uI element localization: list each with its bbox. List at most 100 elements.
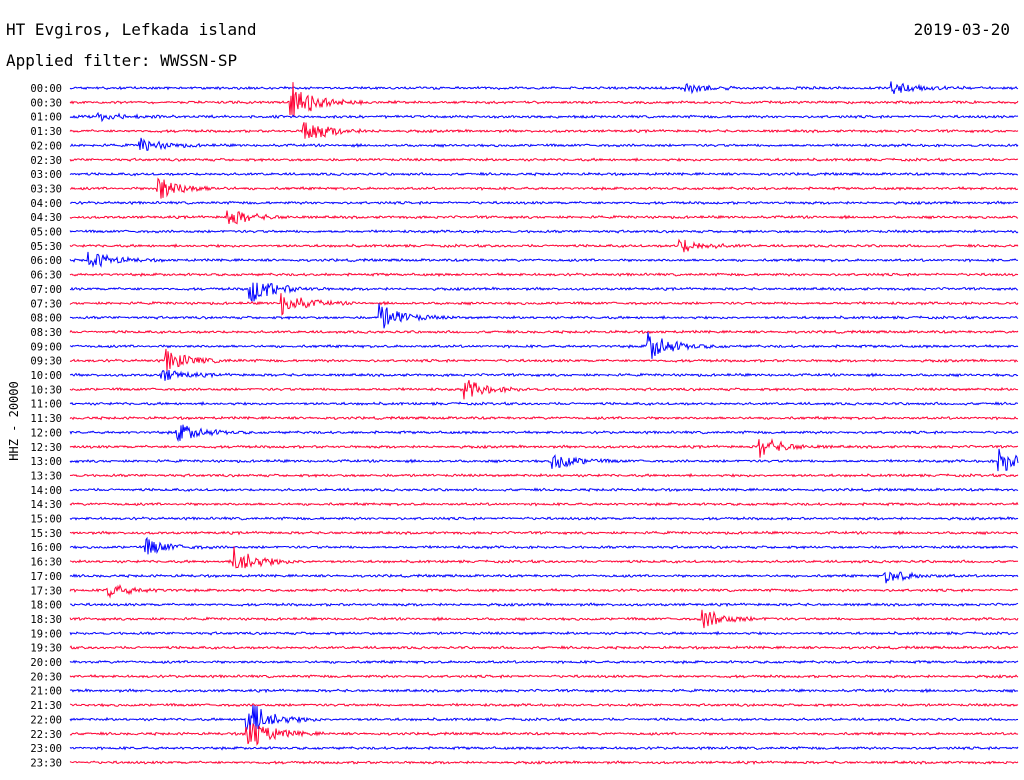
seismic-trace [69,688,1019,694]
trace-time-label: 03:00 [30,169,62,181]
seismic-trace [69,546,1019,569]
seismic-trace [69,583,1019,599]
trace-time-label: 20:00 [30,657,62,669]
seismic-trace [69,472,1019,478]
trace-time-label: 14:30 [30,499,62,511]
seismic-trace [69,331,1019,359]
trace-time-label: 22:30 [30,729,62,741]
seismic-trace [69,238,1019,253]
seismic-trace [69,157,1019,163]
trace-time-label: 22:00 [30,714,62,726]
trace-time-label: 07:30 [30,298,62,310]
trace-time-label: 09:00 [30,341,62,353]
seismic-trace [69,515,1019,522]
trace-time-label: 09:30 [30,356,62,368]
seismic-trace [69,137,1019,152]
seismic-trace [69,200,1019,206]
seismic-trace [69,210,1019,225]
seismic-trace [69,303,1019,329]
seismic-trace [69,571,1019,584]
seismic-trace [69,81,1019,95]
seismic-trace [69,501,1019,507]
seismic-trace [69,171,1019,177]
seismic-trace [69,380,1019,400]
seismic-trace [69,630,1019,636]
seismic-trace [69,111,1019,123]
trace-time-label: 23:30 [30,757,62,769]
trace-time-label: 05:30 [30,241,62,253]
seismic-trace [69,329,1019,335]
trace-time-label: 03:30 [30,183,62,195]
seismic-trace [69,82,1019,117]
trace-time-label: 00:00 [30,83,62,95]
trace-time-label: 07:00 [30,284,62,296]
trace-time-label: 20:30 [30,671,62,683]
trace-time-label: 15:30 [30,528,62,540]
filter-label: Applied filter: WWSSN-SP [6,51,238,70]
seismic-trace [69,177,1019,199]
seismic-trace [69,536,1019,555]
seismic-trace [69,673,1019,679]
trace-time-label: 18:30 [30,614,62,626]
trace-time-label: 21:30 [30,700,62,712]
trace-time-label: 11:00 [30,399,62,411]
trace-time-label: 02:00 [30,140,62,152]
trace-time-label: 10:30 [30,384,62,396]
trace-time-label: 18:00 [30,600,62,612]
seismic-trace [69,293,1019,316]
seismic-trace [69,251,1019,268]
trace-time-label: 05:00 [30,227,62,239]
seismic-trace [69,602,1019,608]
trace-time-label: 01:00 [30,112,62,124]
trace-time-label: 10:00 [30,370,62,382]
trace-time-label: 12:30 [30,442,62,454]
seismic-trace [69,122,1019,139]
trace-time-label: 13:30 [30,470,62,482]
seismic-trace [69,704,1019,733]
trace-time-label: 19:00 [30,628,62,640]
seismic-trace [69,723,1019,746]
trace-time-label: 08:00 [30,313,62,325]
seismic-trace [69,228,1019,234]
trace-time-label: 16:00 [30,542,62,554]
trace-time-label: 17:00 [30,571,62,583]
trace-time-label: 11:30 [30,413,62,425]
trace-time-label: 13:00 [30,456,62,468]
seismic-trace [69,645,1019,650]
trace-time-label: 14:00 [30,485,62,497]
seismic-trace [69,438,1019,458]
trace-time-label: 16:30 [30,557,62,569]
seismic-trace [69,448,1019,472]
trace-time-label: 12:00 [30,427,62,439]
seismic-trace [69,530,1019,536]
trace-time-label: 21:00 [30,686,62,698]
trace-time-label: 01:30 [30,126,62,138]
trace-time-label: 17:30 [30,585,62,597]
date-label: 2019-03-20 [913,20,1010,39]
seismic-trace [69,348,1019,372]
station-title: HT Evgiros, Lefkada island [6,20,257,39]
seismic-trace [69,401,1018,407]
trace-time-label: 06:00 [30,255,62,267]
seismic-trace [69,487,1019,493]
seismic-trace [69,745,1019,751]
seismic-trace [69,369,1019,381]
seismic-trace [69,609,1019,629]
trace-time-label: 19:30 [30,643,62,655]
trace-time-label: 06:30 [30,270,62,282]
seismic-trace [69,759,1019,766]
trace-time-label: 23:00 [30,743,62,755]
seismic-trace [69,282,1019,303]
trace-time-label: 02:30 [30,155,62,167]
seismic-trace [69,659,1019,665]
seismic-trace [69,424,1019,443]
seismic-trace [69,702,1019,708]
trace-time-label: 08:30 [30,327,62,339]
seismic-trace [69,415,1019,421]
trace-time-label: 15:00 [30,514,62,526]
trace-time-label: 04:30 [30,212,62,224]
trace-time-label: 00:30 [30,97,62,109]
trace-time-label: 04:00 [30,198,62,210]
